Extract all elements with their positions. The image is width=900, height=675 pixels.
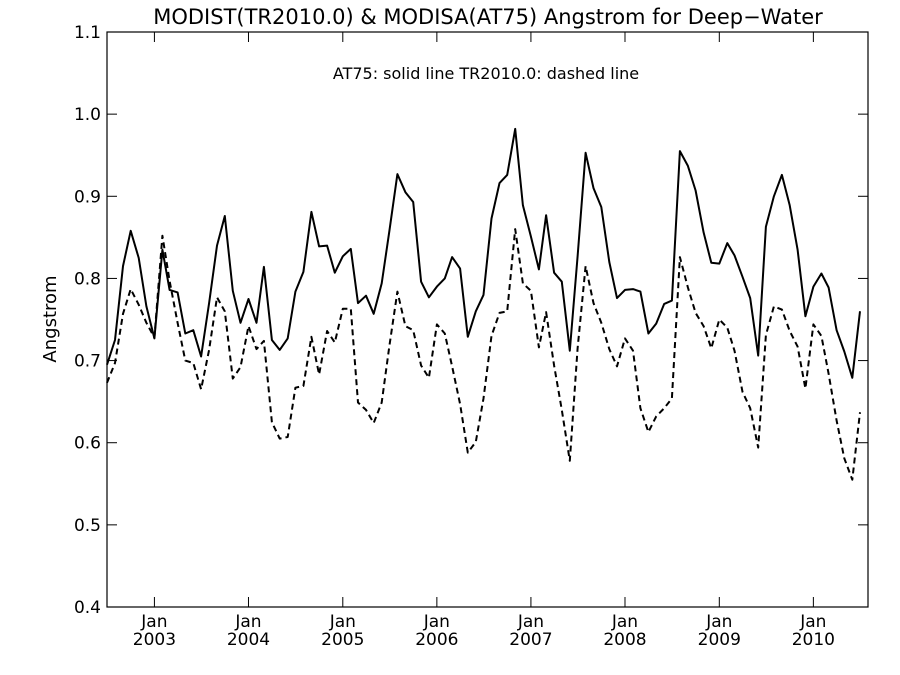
plot-frame (106, 31, 869, 608)
dashed-series-line (106, 228, 861, 481)
x-tick-month-label: Jan (517, 612, 544, 632)
x-tick-month-label: Jan (611, 612, 638, 632)
chart-title: MODIST(TR2010.0) & MODISA(AT75) Angstrom… (153, 5, 823, 29)
y-tick-label: 1.0 (74, 105, 101, 125)
x-tick-month-label: Jan (329, 612, 356, 632)
y-tick-label: 0.7 (74, 352, 101, 372)
y-tick-label: 0.8 (74, 269, 101, 289)
y-tick-label: 0.6 (74, 434, 101, 454)
x-tick-month-label: Jan (423, 612, 450, 632)
y-tick-label: 1.1 (74, 23, 101, 43)
y-tick-label: 0.4 (74, 598, 101, 618)
y-tick-label: 0.5 (74, 516, 101, 536)
x-tick-month-label: Jan (140, 612, 167, 632)
x-tick-year-label: 2010 (792, 630, 835, 650)
y-tick-label: 0.9 (74, 187, 101, 207)
x-tick-month-label: Jan (799, 612, 826, 632)
x-tick-year-label: 2003 (133, 630, 176, 650)
x-tick-year-label: 2008 (603, 630, 646, 650)
x-tick-year-label: 2006 (415, 630, 458, 650)
x-tick-year-label: 2009 (698, 630, 741, 650)
x-axis-ticks: Jan2003Jan2004Jan2005Jan2006Jan2007Jan20… (133, 32, 835, 650)
series-layer (106, 127, 861, 481)
y-axis-ticks: 0.4 0.5 0.6 0.7 0.8 0.9 1.0 1.1 (74, 23, 868, 618)
y-axis-label: Angstrom (40, 275, 61, 362)
x-tick-year-label: 2004 (227, 630, 270, 650)
solid-series-line (106, 127, 861, 379)
x-tick-month-label: Jan (705, 612, 732, 632)
x-tick-year-label: 2005 (321, 630, 364, 650)
line-style-annotation: AT75: solid line TR2010.0: dashed line (333, 64, 639, 83)
x-tick-year-label: 2007 (509, 630, 552, 650)
x-tick-month-label: Jan (234, 612, 261, 632)
